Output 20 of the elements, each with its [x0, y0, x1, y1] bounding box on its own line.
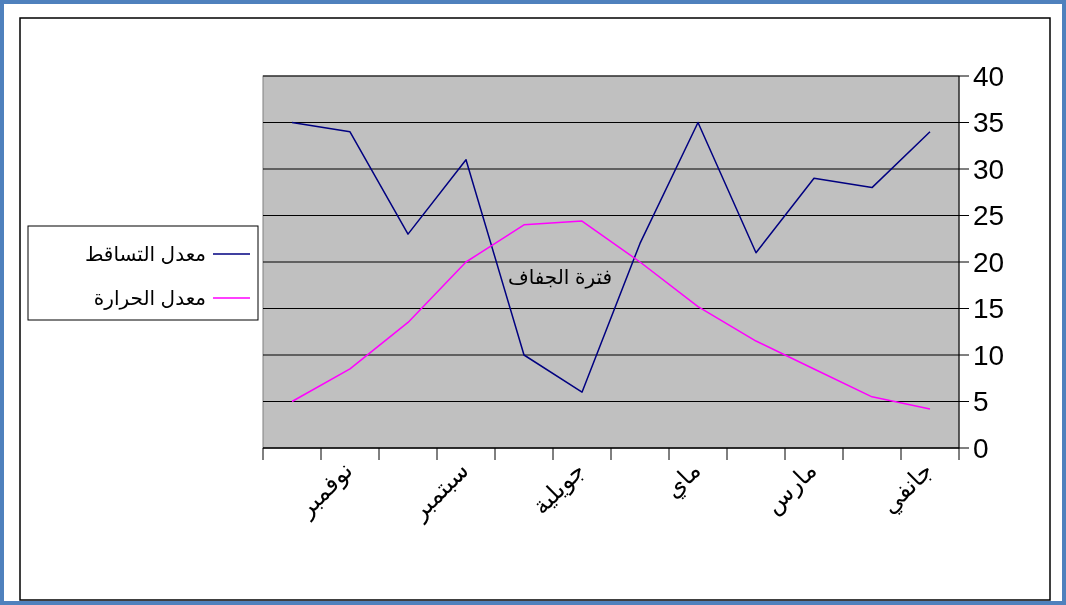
line-series — [291, 220, 931, 410]
y-tick-label: 35 — [973, 107, 1005, 139]
annotation: فترة الجفاف — [507, 266, 613, 289]
y-tick-label: 5 — [973, 386, 989, 418]
y-tick-label: 40 — [973, 60, 1005, 92]
x-tick-label: ماي — [658, 456, 707, 504]
x-tick-label: نوفمبر — [291, 456, 359, 523]
x-tick-label: مارس — [759, 456, 823, 520]
legend-label: معدل التساقط — [84, 243, 206, 265]
y-tick-label: 25 — [973, 200, 1005, 232]
y-tick-label: 0 — [973, 432, 989, 464]
y-tick-label: 15 — [973, 293, 1005, 325]
y-tick-label: 30 — [973, 153, 1005, 185]
x-tick-label: سبتمبر — [404, 456, 475, 526]
x-tick-label: جويلية — [526, 456, 591, 521]
x-tick-label: جانفي — [875, 456, 939, 520]
y-tick-label: 20 — [973, 246, 1005, 278]
line-series — [291, 121, 931, 393]
y-tick-label: 10 — [973, 339, 1005, 371]
legend-label: معدل الحرارة — [93, 287, 206, 310]
